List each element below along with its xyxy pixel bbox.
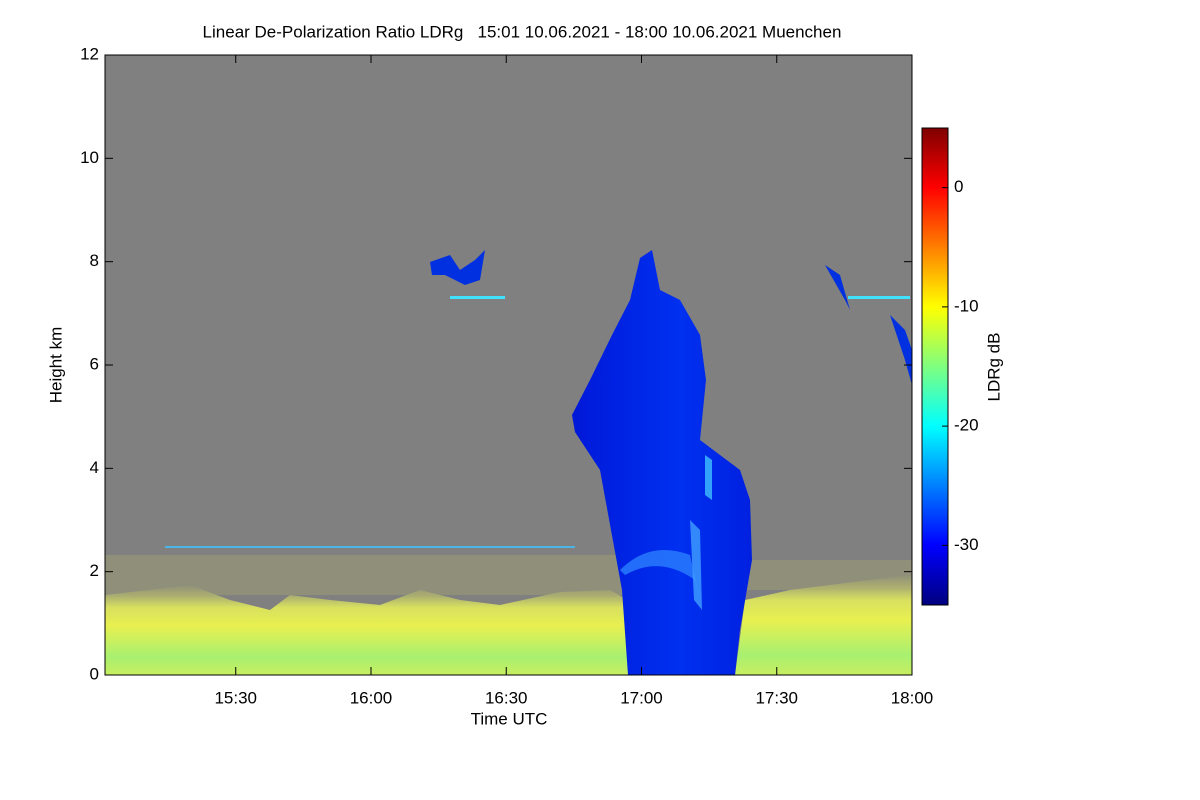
colorbar-tick-label: -20 (954, 416, 979, 435)
y-tick-label: 0 (90, 664, 99, 683)
x-tick-label: 16:30 (485, 688, 528, 707)
colorbar-label: LDRg dB (984, 333, 1003, 402)
y-tick-label: 10 (80, 148, 99, 167)
colorbar (921, 127, 949, 606)
x-axis-label: Time UTC (471, 709, 548, 728)
y-tick-label: 4 (90, 458, 99, 477)
x-tick-label: 18:00 (891, 688, 934, 707)
colorbar-tick-label: 0 (954, 177, 963, 196)
colorbar-tick-label: -30 (954, 535, 979, 554)
chart-title: Linear De-Polarization Ratio LDRg 15:01 … (203, 22, 842, 41)
x-tick-label: 16:00 (350, 688, 393, 707)
field (105, 55, 912, 675)
x-tick-label: 17:30 (755, 688, 798, 707)
y-tick-label: 8 (90, 251, 99, 270)
x-tick-label: 15:30 (214, 688, 257, 707)
y-axis-label: Height km (46, 327, 65, 404)
y-tick-label: 12 (80, 44, 99, 63)
x-tick-label: 17:00 (620, 688, 663, 707)
y-tick-label: 2 (90, 561, 99, 580)
y-tick-label: 6 (90, 354, 99, 373)
colorbar-tick-label: -10 (954, 296, 979, 315)
